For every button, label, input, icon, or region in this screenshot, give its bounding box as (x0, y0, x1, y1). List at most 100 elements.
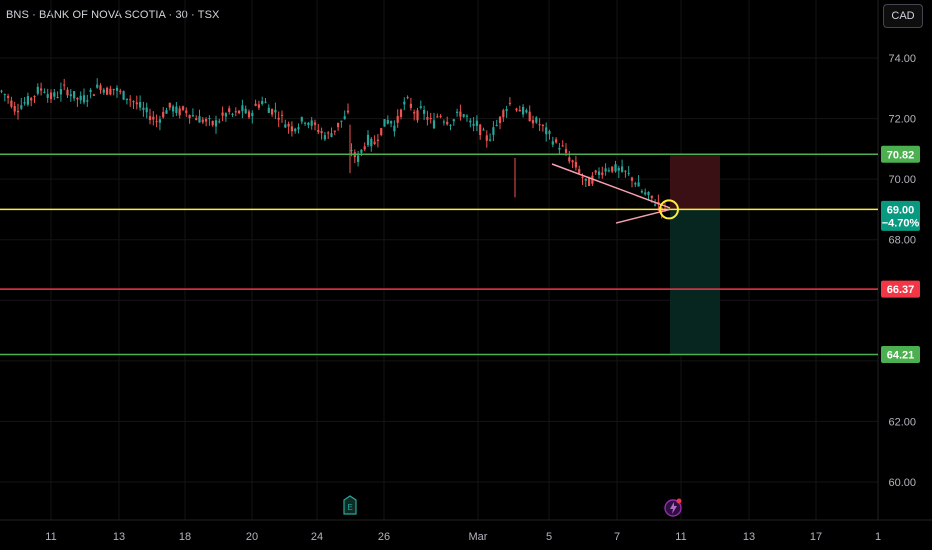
candle (498, 115, 502, 130)
candle (505, 105, 508, 118)
price-badge-label: 64.21 (887, 349, 915, 361)
candle (561, 140, 564, 147)
candle (112, 88, 115, 96)
candle (221, 106, 224, 122)
candle (479, 123, 482, 140)
candle (419, 100, 422, 110)
price-badge-label: 69.00 (887, 204, 915, 216)
candle (69, 89, 72, 102)
time-axis[interactable]: 11 13 18 20 24 26 Mar 5 7 11 13 17 1 (45, 531, 881, 543)
breakout-circle[interactable] (659, 199, 679, 220)
candle (304, 121, 307, 126)
candle (518, 105, 521, 112)
candle (231, 112, 234, 117)
candle (597, 167, 601, 179)
candle (535, 116, 538, 124)
candle (145, 102, 148, 119)
candle (86, 94, 89, 107)
candle (442, 119, 445, 126)
take-profit-zone (670, 209, 720, 355)
candle (515, 107, 518, 112)
currency-button[interactable]: CAD (883, 4, 923, 28)
candle (452, 118, 455, 126)
candle (492, 121, 495, 141)
candle (300, 116, 303, 125)
candle (386, 115, 389, 125)
candle (115, 85, 119, 98)
candle (261, 96, 264, 106)
candle (396, 109, 399, 128)
candle (89, 88, 92, 99)
candle (66, 87, 69, 99)
candle (271, 108, 274, 117)
candle (234, 107, 237, 117)
last-price-price-badge: 69.00−4.70% (881, 200, 920, 231)
candle (142, 101, 145, 117)
earnings-marker: E (347, 503, 352, 512)
candle (76, 97, 79, 107)
candle (208, 115, 211, 126)
candle (99, 83, 102, 94)
target-price-badge: 64.21 (881, 345, 920, 363)
candle (3, 93, 6, 102)
candle (10, 96, 13, 109)
candle (7, 93, 10, 104)
candle (297, 123, 300, 134)
candle (135, 95, 138, 110)
time-tick-label: 24 (311, 531, 323, 543)
event-icons[interactable]: E (343, 495, 682, 517)
candle (188, 114, 191, 124)
candle (333, 130, 336, 136)
candle (254, 99, 257, 107)
candle (604, 163, 607, 176)
candle (621, 159, 624, 173)
candle (198, 109, 201, 123)
candle (360, 149, 363, 157)
stop-price-badge: 66.37 (881, 280, 920, 298)
candle (158, 115, 161, 131)
candle (214, 115, 218, 134)
candle (340, 120, 343, 128)
price-tick-label: 70.00 (888, 174, 916, 186)
candle (106, 86, 109, 95)
candle (320, 127, 323, 140)
candle (168, 102, 171, 111)
earnings-icon[interactable]: E (343, 495, 357, 515)
candle (446, 116, 449, 126)
candle (79, 91, 82, 104)
candle (228, 105, 231, 115)
time-tick-label: 13 (743, 531, 755, 543)
candle (337, 122, 340, 131)
time-tick-label: 5 (546, 531, 552, 543)
candle (172, 104, 175, 118)
time-tick-label: 18 (179, 531, 191, 543)
candle (155, 114, 158, 128)
candle (280, 110, 284, 123)
time-tick-label: 26 (378, 531, 390, 543)
candle (59, 82, 62, 102)
candle (102, 87, 105, 95)
candle (264, 98, 267, 104)
candle (327, 131, 330, 139)
candle (109, 85, 112, 96)
candle (218, 118, 221, 124)
candle (522, 104, 525, 118)
candle (363, 142, 366, 152)
dividend-lightning-icon[interactable] (664, 498, 682, 517)
candle (330, 127, 333, 138)
candle (33, 95, 36, 103)
candle (26, 92, 29, 107)
candle (495, 119, 498, 127)
price-axis[interactable]: 60.00 62.00 68.00 70.00 72.00 74.00 (888, 53, 916, 489)
candle (426, 110, 429, 126)
price-tick-label: 60.00 (888, 477, 916, 489)
candle (376, 133, 379, 148)
candles (0, 78, 667, 219)
candle (502, 108, 505, 122)
candle (152, 111, 155, 126)
candle (611, 166, 614, 174)
upper-trendline[interactable] (551, 163, 671, 209)
candle (644, 188, 647, 196)
candle (423, 105, 426, 120)
